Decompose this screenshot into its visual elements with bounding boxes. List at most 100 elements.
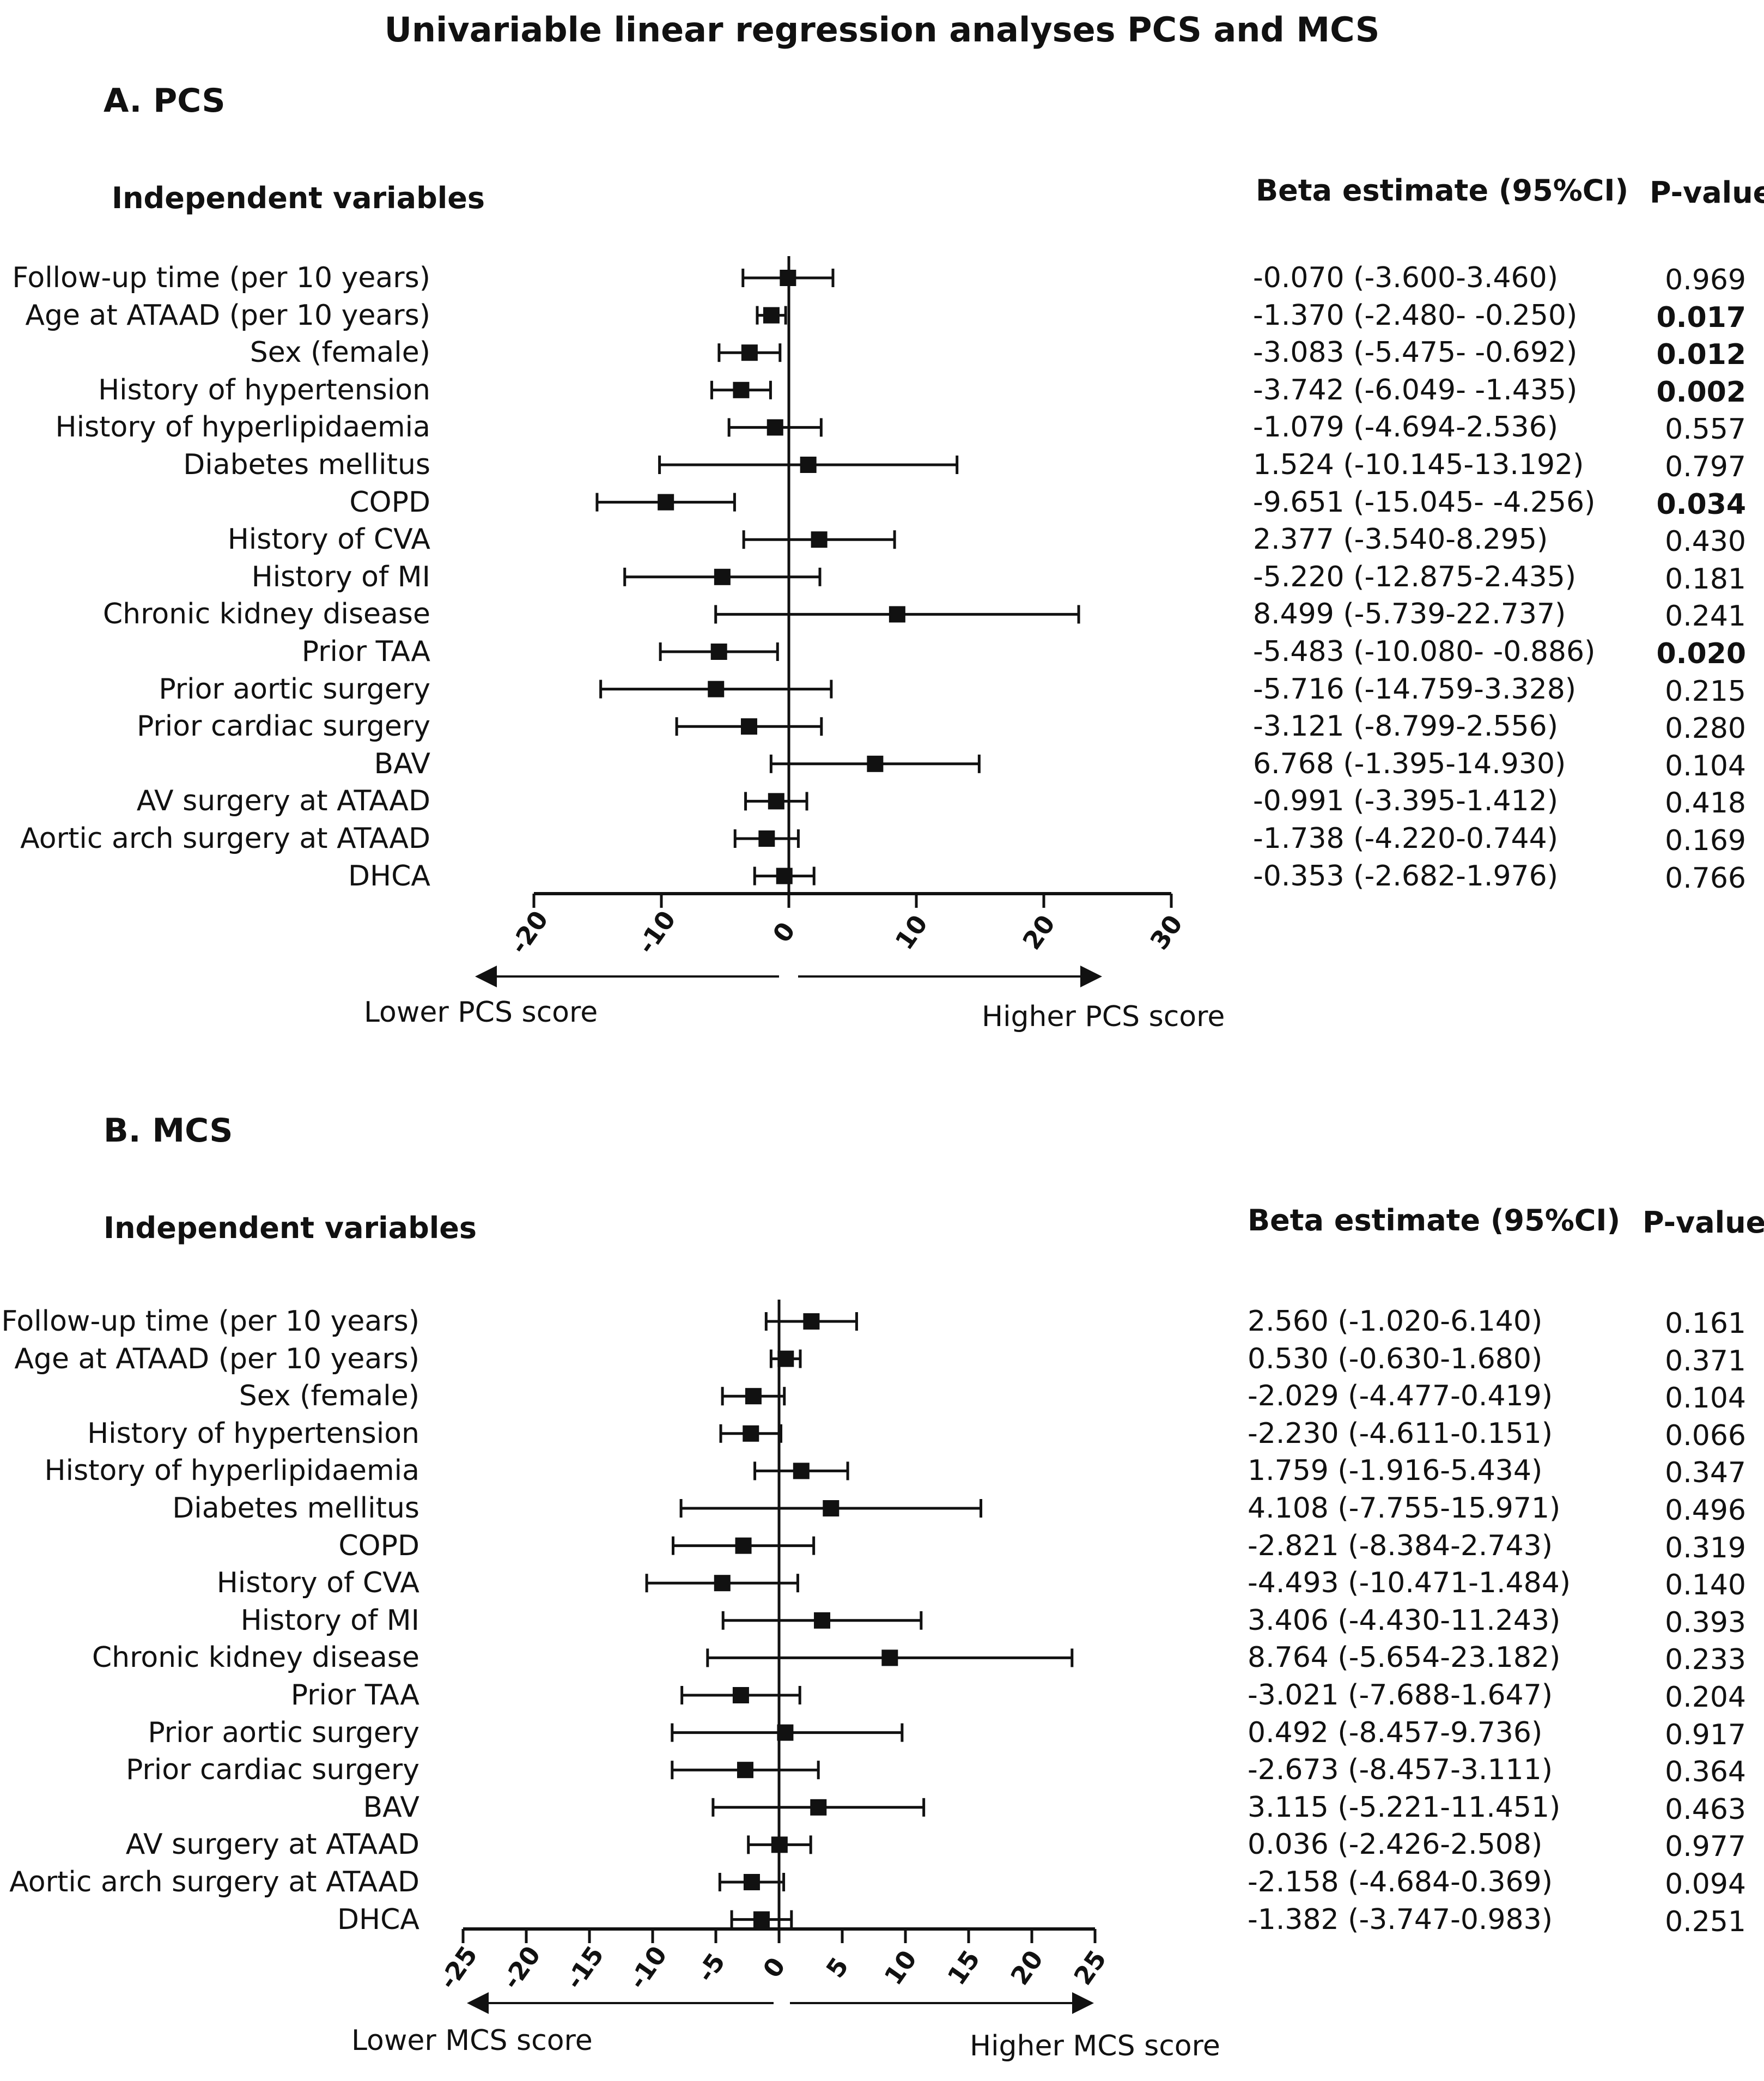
- mcs-row-estimate: -1.382 (-3.747-0.983): [1248, 1903, 1553, 1936]
- mcs-row-estimate: -2.029 (-4.477-0.419): [1248, 1380, 1553, 1413]
- mcs-row-estimate: 3.115 (-5.221-11.451): [1248, 1791, 1561, 1824]
- pcs-point-estimate: [758, 830, 775, 847]
- mcs-point-estimate: [793, 1463, 810, 1479]
- pcs-row-estimate: -3.742 (-6.049- -1.435): [1253, 373, 1578, 407]
- mcs-row-pvalue: 0.161: [1665, 1307, 1746, 1340]
- mcs-row-estimate: -2.821 (-8.384-2.743): [1248, 1529, 1553, 1562]
- pcs-point-estimate: [889, 606, 905, 623]
- mcs-x-tick-label: -10: [623, 1940, 673, 1994]
- mcs-row-estimate: 4.108 (-7.755-15.971): [1248, 1492, 1561, 1525]
- pcs-row-label: History of hyperlipidaemia: [55, 411, 430, 444]
- mcs-row-estimate: 3.406 (-4.430-11.243): [1248, 1604, 1561, 1637]
- mcs-point-estimate: [735, 1537, 752, 1554]
- mcs-point-estimate: [743, 1425, 759, 1442]
- pcs-x-tick-label: 30: [1144, 909, 1188, 955]
- pcs-row-pvalue: 0.280: [1665, 712, 1746, 745]
- pcs-row-pvalue: 0.557: [1665, 413, 1746, 446]
- pcs-row-label: Follow-up time (per 10 years): [12, 262, 430, 294]
- mcs-row-pvalue: 0.364: [1665, 1756, 1746, 1789]
- panel-a-higher-label: Higher PCS score: [982, 1000, 1225, 1033]
- mcs-row-label: History of hyperlipidaemia: [44, 1454, 419, 1488]
- pcs-x-tick-label: 0: [767, 917, 801, 948]
- mcs-row-pvalue: 0.094: [1665, 1868, 1746, 1901]
- mcs-point-estimate: [732, 1687, 749, 1703]
- pcs-row-label: Chronic kidney disease: [102, 598, 430, 631]
- pcs-row-pvalue: 0.215: [1665, 675, 1746, 708]
- pcs-row-pvalue: 0.241: [1665, 600, 1746, 633]
- pcs-row-label: AV surgery at ATAAD: [136, 785, 430, 818]
- pcs-point-estimate: [708, 681, 725, 697]
- pcs-point-estimate: [763, 307, 780, 324]
- mcs-row-label: BAV: [363, 1791, 420, 1824]
- pcs-point-estimate: [658, 494, 674, 511]
- pcs-point-estimate: [740, 718, 757, 735]
- mcs-row-pvalue: 0.917: [1665, 1718, 1746, 1751]
- pcs-row-label: Aortic arch surgery at ATAAD: [20, 822, 430, 855]
- pcs-point-estimate: [767, 419, 783, 436]
- panel-b-variables-header: Independent variables: [104, 1211, 477, 1245]
- mcs-row-estimate: 0.492 (-8.457-9.736): [1248, 1716, 1543, 1749]
- pcs-row-label: Age at ATAAD (per 10 years): [25, 299, 430, 332]
- mcs-point-estimate: [743, 1874, 760, 1890]
- mcs-row-estimate: -2.673 (-8.457-3.111): [1248, 1754, 1553, 1787]
- mcs-row-label: Prior cardiac surgery: [125, 1754, 419, 1787]
- mcs-x-tick-label: 20: [1005, 1945, 1049, 1990]
- pcs-row-estimate: 8.499 (-5.739-22.737): [1253, 598, 1566, 631]
- pcs-x-tick-label: 20: [1017, 909, 1061, 955]
- pcs-row-pvalue: 0.169: [1665, 824, 1746, 857]
- mcs-row-label: History of hypertension: [87, 1417, 419, 1450]
- mcs-row-label: History of CVA: [216, 1567, 419, 1600]
- pcs-row-estimate: -1.370 (-2.480- -0.250): [1253, 299, 1578, 332]
- pcs-row-pvalue: 0.017: [1656, 301, 1746, 334]
- mcs-point-estimate: [745, 1388, 762, 1405]
- mcs-row-estimate: 0.036 (-2.426-2.508): [1248, 1828, 1543, 1861]
- pcs-row-estimate: -5.716 (-14.759-3.328): [1253, 672, 1577, 706]
- mcs-row-label: Prior aortic surgery: [148, 1716, 419, 1749]
- mcs-row-label: Aortic arch surgery at ATAAD: [9, 1866, 419, 1898]
- pcs-row-estimate: -9.651 (-15.045- -4.256): [1253, 486, 1596, 519]
- pcs-row-estimate: 6.768 (-1.395-14.930): [1253, 747, 1566, 780]
- mcs-row-estimate: 0.530 (-0.630-1.680): [1248, 1342, 1543, 1375]
- mcs-point-estimate: [881, 1649, 898, 1666]
- mcs-row-label: Diabetes mellitus: [172, 1492, 419, 1525]
- pcs-row-label: Sex (female): [250, 336, 430, 369]
- pcs-x-tick-label: 10: [889, 909, 933, 955]
- pcs-point-estimate: [714, 568, 731, 585]
- panel-b-pvalue-header: P-value: [1643, 1205, 1764, 1240]
- panel-a-variables-header: Independent variables: [112, 181, 485, 215]
- mcs-point-estimate: [777, 1724, 794, 1741]
- pcs-row-pvalue: 0.104: [1665, 749, 1746, 782]
- pcs-row-label: Diabetes mellitus: [183, 448, 430, 481]
- pcs-row-estimate: -1.738 (-4.220-0.744): [1253, 822, 1558, 855]
- mcs-x-tick-label: 0: [757, 1952, 792, 1983]
- mcs-x-tick-label: -25: [433, 1940, 483, 1994]
- panel-b-estimate-header: Beta estimate (95%CI): [1248, 1203, 1621, 1237]
- panel-a-title: A. PCS: [104, 82, 226, 120]
- pcs-row-pvalue: 0.418: [1665, 787, 1746, 820]
- mcs-row-pvalue: 0.496: [1665, 1494, 1746, 1527]
- mcs-row-estimate: -3.021 (-7.688-1.647): [1248, 1679, 1553, 1712]
- pcs-row-label: Prior aortic surgery: [159, 672, 430, 706]
- pcs-row-estimate: -3.121 (-8.799-2.556): [1253, 710, 1558, 743]
- mcs-row-estimate: 1.759 (-1.916-5.434): [1248, 1454, 1543, 1488]
- mcs-x-tick-label: -20: [496, 1940, 546, 1994]
- pcs-point-estimate: [768, 793, 784, 810]
- pcs-row-estimate: -0.991 (-3.395-1.412): [1253, 785, 1558, 818]
- mcs-row-pvalue: 0.977: [1665, 1830, 1746, 1864]
- pcs-row-label: DHCA: [348, 859, 430, 893]
- pcs-row-estimate: -3.083 (-5.475- -0.692): [1253, 336, 1578, 369]
- mcs-row-label: Sex (female): [239, 1380, 419, 1413]
- mcs-point-estimate: [714, 1575, 731, 1592]
- mcs-point-estimate: [823, 1500, 840, 1516]
- mcs-point-estimate: [810, 1799, 827, 1816]
- pcs-row-estimate: -5.220 (-12.875-2.435): [1253, 560, 1577, 593]
- pcs-row-pvalue: 0.002: [1656, 375, 1746, 409]
- pcs-row-estimate: -0.353 (-2.682-1.976): [1253, 859, 1558, 893]
- mcs-row-label: Age at ATAAD (per 10 years): [14, 1342, 419, 1375]
- pcs-row-pvalue: 0.797: [1665, 451, 1746, 483]
- mcs-row-pvalue: 0.463: [1665, 1793, 1746, 1826]
- mcs-row-estimate: -2.158 (-4.684-0.369): [1248, 1866, 1553, 1898]
- mcs-point-estimate: [777, 1350, 794, 1367]
- mcs-point-estimate: [803, 1313, 820, 1330]
